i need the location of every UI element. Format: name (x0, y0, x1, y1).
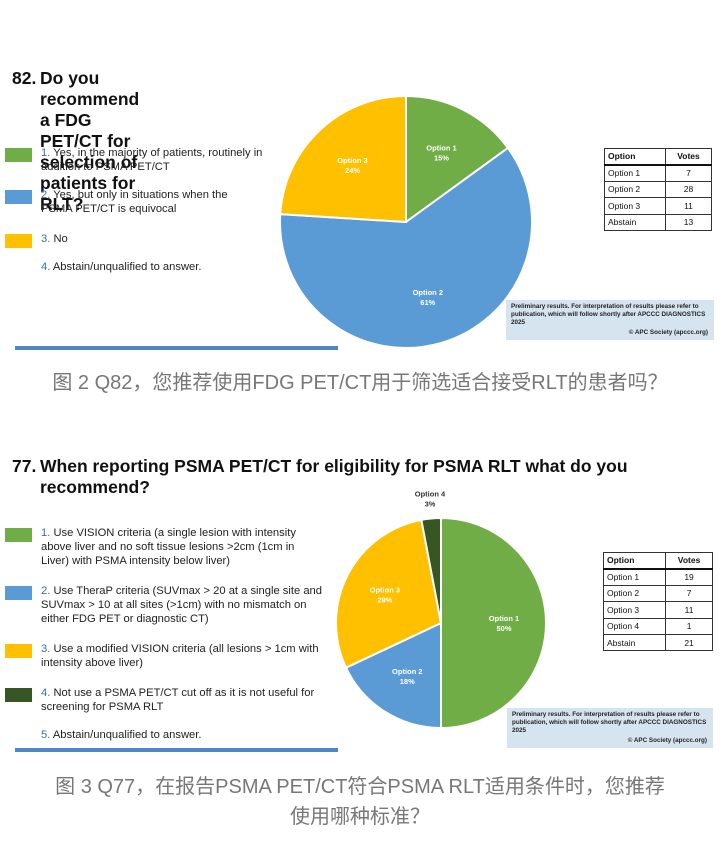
legend-swatch-green (5, 528, 32, 542)
slice-percent-label: 29% (377, 595, 392, 604)
slice-percent-label: 15% (434, 153, 449, 162)
slide-q82: 82. Do you recommend a FDG PET/CT for se… (0, 58, 720, 358)
question-number: 82. (12, 68, 37, 88)
figure-caption-3: 图 3 Q77，在报告PSMA PET/CT符合PSMA RLT适用条件时，您推… (55, 776, 665, 828)
legend-swatch-blue (5, 190, 32, 204)
pie-slice-option-1 (405, 94, 510, 224)
question-text: When reporting PSMA PET/CT for eligibili… (40, 456, 628, 497)
slice-percent-label: 3% (425, 500, 436, 509)
table-header: Votes (665, 551, 713, 570)
slice-category-label: Option 3 (370, 585, 400, 594)
table-row: Option 1 19 (602, 568, 713, 586)
pie-chart-q82: Option 115% Option 261% Option 324% (279, 94, 533, 349)
legend-label: No (53, 233, 68, 245)
slice-percent-label: 50% (496, 624, 511, 633)
table-header-row: Option Votes (604, 147, 713, 166)
table-header: Option (602, 551, 667, 570)
pie-chart-q77: Option 150% Option 218% Option 329% Option … (335, 490, 547, 730)
table-row: Option 3 11 (602, 601, 713, 619)
pie-slice-option-2 (344, 621, 442, 730)
question-text: Do you recommend a FDG PET/CT for select… (40, 68, 140, 214)
divider-bar (15, 748, 338, 752)
preliminary-note: Preliminary results. For interpretation … (506, 300, 714, 340)
pie-slice-option-3 (335, 518, 443, 670)
table-row: Option 2 28 (604, 180, 713, 199)
slide-q77: 77. When reporting PSMA PET/CT for eligi… (0, 452, 720, 758)
pie-slice-option-4 (420, 516, 442, 624)
legend-label: Use TheraP criteria (SUVmax > 20 at a si… (41, 585, 322, 625)
pie-slice-option-2 (279, 146, 533, 349)
slice-category-label: Option 1 (489, 614, 519, 623)
slice-percent-label: 61% (420, 298, 435, 307)
table-row: Option 3 11 (604, 197, 713, 215)
slice-category-label: Option 1 (426, 143, 456, 152)
legend-swatch-darkgreen (5, 688, 32, 702)
legend-swatch-yellow (5, 644, 32, 658)
figure-caption-2: 图 2 Q82，您推荐使用FDG PET/CT用于筛选适合接受RLT的患者吗？ (52, 372, 668, 394)
table-header-row: Option Votes (602, 551, 713, 570)
pie-slice-option-1 (440, 516, 547, 730)
legend-label: Abstain/unqualified to answer. (52, 729, 202, 741)
legend-label: Yes, in the majority of patients, routin… (41, 147, 263, 173)
divider-bar (15, 346, 338, 350)
table-header: Option (604, 147, 666, 166)
slice-category-label: Option 4 (415, 490, 446, 499)
legend-label: Not use a PSMA PET/CT cut off as it is n… (41, 687, 315, 713)
slice-percent-label: 18% (400, 677, 415, 686)
slice-category-label: Option 3 (337, 156, 367, 165)
slice-category-label: Option 2 (413, 288, 443, 297)
legend-swatch-green (5, 148, 32, 162)
legend-label: Yes, but only in situations when the PSM… (41, 189, 228, 215)
question-number: 77. (12, 456, 37, 476)
legend-label: Use a modified VISION criteria (all lesi… (41, 643, 319, 669)
society-credit: © APC Society (apccc.org) (628, 329, 708, 336)
preliminary-note: Preliminary results. For interpretation … (507, 708, 713, 748)
legend-label: Abstain/unqualified to answer. (52, 261, 202, 273)
table-header: Votes (664, 147, 713, 166)
society-credit: © APC Society (apccc.org) (627, 737, 707, 744)
pie-slice-option-3 (279, 94, 407, 224)
legend-swatch-blue (5, 586, 32, 600)
table-row: Abstain 21 (602, 633, 713, 652)
legend-label: Use VISION criteria (a single lesion wit… (41, 527, 296, 567)
slice-category-label: Option 2 (392, 667, 422, 676)
slice-percent-label: 24% (345, 166, 360, 175)
table-row: Abstain 13 (604, 213, 713, 231)
legend-swatch-yellow (5, 234, 32, 248)
